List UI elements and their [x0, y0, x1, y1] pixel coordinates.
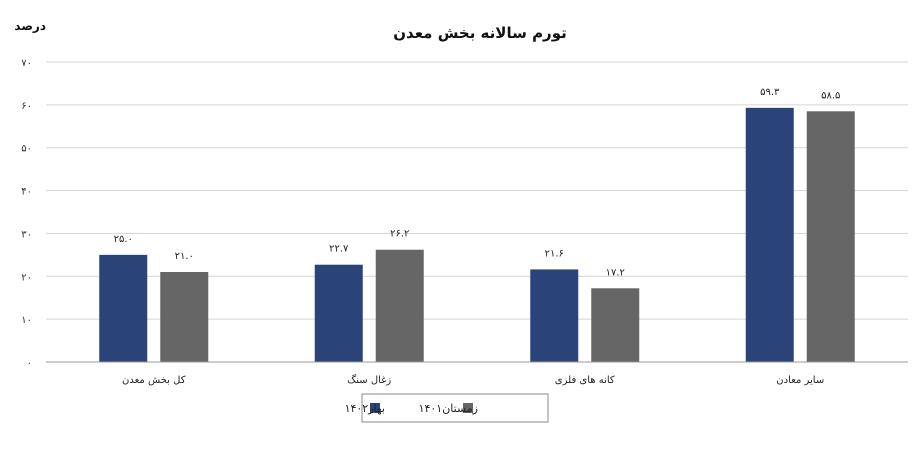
bars	[99, 107, 855, 363]
bar	[99, 254, 148, 362]
data-label: ۵۹.۳	[760, 87, 780, 98]
legend-box	[361, 393, 549, 423]
y-tick-label: ۲۰	[21, 272, 32, 283]
x-category-label: زغال سنگ	[347, 374, 391, 386]
data-label: ۲۱.۰	[175, 251, 194, 262]
bar	[375, 249, 424, 362]
bar	[160, 272, 209, 362]
value-labels: ۲۵.۰ ۲۱.۰ ۲۲.۷ ۲۶.۲ ۲۱.۶ ۱۷.۲ ۵۹.۳ ۵۸.۵	[114, 87, 841, 278]
y-tick-label: ۳۰	[21, 229, 32, 240]
y-tick-label: ۴۰	[21, 187, 32, 198]
bar	[745, 107, 794, 362]
data-label: ۲۱.۶	[545, 248, 564, 259]
legend: بهار۱۴۰۲ زمستان۱۴۰۱	[345, 393, 549, 423]
y-axis-unit-label: درصد	[14, 19, 46, 33]
data-label: ۵۸.۵	[821, 90, 840, 101]
y-tick-label: ۵۰	[21, 144, 32, 155]
y-axis-ticks: ۰ ۱۰ ۲۰ ۳۰ ۴۰ ۵۰ ۶۰ ۷۰	[21, 58, 32, 369]
legend-entry-label: زمستان۱۴۰۱	[419, 402, 478, 415]
legend-swatch	[370, 403, 380, 413]
y-tick-label: ۱۰	[21, 315, 32, 326]
y-tick-label: ۷۰	[21, 58, 32, 69]
data-label: ۲۲.۷	[329, 244, 349, 255]
x-axis-categories: کل بخش معدن زغال سنگ کانه های فلزی سایر معا…	[122, 374, 824, 386]
x-category-label: سایر معادن	[776, 375, 824, 386]
legend-entry-label: بهار۱۴۰۲	[345, 402, 385, 415]
bar	[530, 269, 579, 362]
data-label: ۲۶.۲	[390, 229, 409, 240]
chart-title: تورم سالانه بخش معدن	[393, 24, 566, 42]
bar	[314, 264, 363, 362]
legend-swatch	[463, 403, 473, 413]
data-label: ۱۷.۲	[606, 267, 625, 278]
y-tick-label: ۶۰	[21, 101, 32, 112]
bar	[806, 111, 855, 363]
x-category-label: کانه های فلزی	[555, 375, 615, 386]
bar	[591, 288, 640, 362]
data-label: ۲۵.۰	[114, 234, 133, 245]
y-tick-label: ۰	[27, 358, 32, 369]
x-category-label: کل بخش معدن	[122, 375, 186, 386]
